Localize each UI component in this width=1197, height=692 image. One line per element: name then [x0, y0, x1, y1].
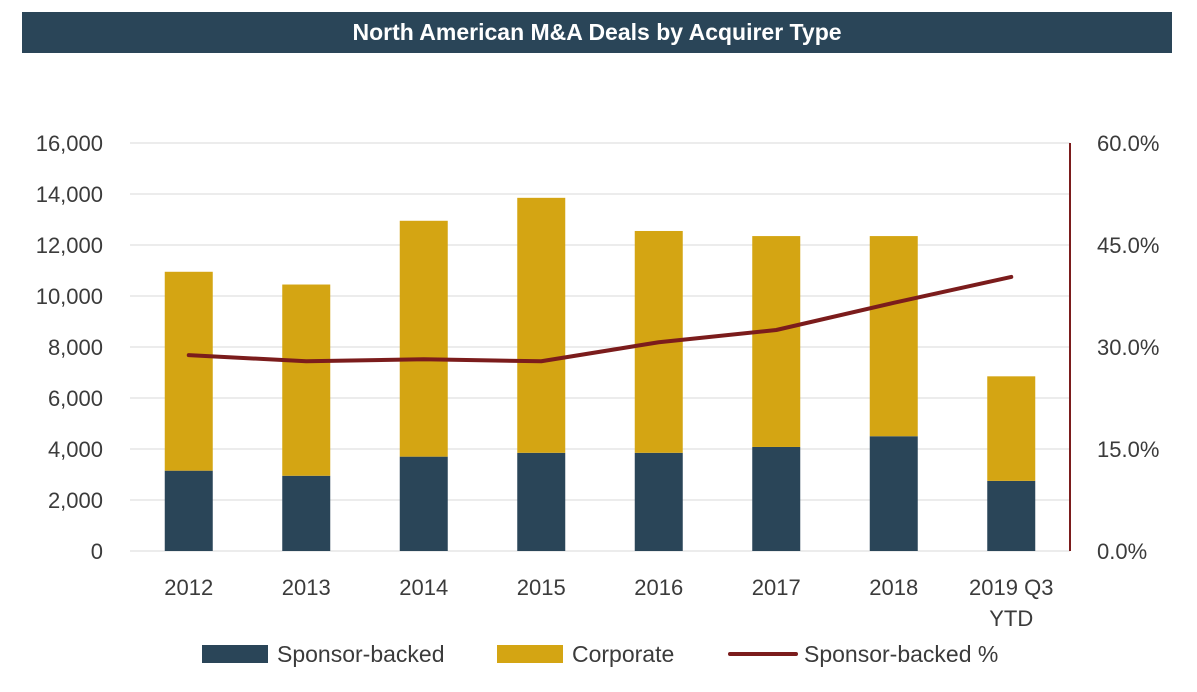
- y-left-tick-label: 16,000: [36, 131, 103, 156]
- x-tick-label: 2014: [399, 575, 448, 600]
- x-tick-label: 2018: [869, 575, 918, 600]
- x-tick-label: YTD: [989, 606, 1033, 631]
- bar-sponsor-backed: [517, 452, 566, 551]
- y-left-tick-label: 2,000: [48, 488, 103, 513]
- y-left-tick-label: 0: [91, 539, 103, 564]
- legend-label: Sponsor-backed: [277, 641, 445, 667]
- bar-sponsor-backed: [869, 436, 918, 551]
- x-tick-label: 2019 Q3: [969, 575, 1053, 600]
- bar-sponsor-backed: [399, 456, 448, 551]
- x-tick-label: 2015: [517, 575, 566, 600]
- chart-title: North American M&A Deals by Acquirer Typ…: [352, 19, 842, 45]
- y-right-tick-label: 45.0%: [1097, 233, 1159, 258]
- legend-label: Sponsor-backed %: [804, 641, 998, 667]
- bar-corporate: [164, 271, 213, 471]
- y-right-tick-label: 0.0%: [1097, 539, 1147, 564]
- y-left-tick-label: 8,000: [48, 335, 103, 360]
- line-sponsor-backed-pct: [186, 274, 1014, 364]
- y-left-tick-label: 10,000: [36, 284, 103, 309]
- bar-sponsor-backed: [282, 475, 331, 551]
- y-right-tick-label: 15.0%: [1097, 437, 1159, 462]
- bar-corporate: [869, 236, 918, 437]
- y-left-tick-label: 6,000: [48, 386, 103, 411]
- y-left-tick-label: 4,000: [48, 437, 103, 462]
- y-left-tick-label: 12,000: [36, 233, 103, 258]
- chart-title-bar: North American M&A Deals by Acquirer Typ…: [22, 12, 1172, 53]
- y-right-tick-label: 30.0%: [1097, 335, 1159, 360]
- bar-corporate: [399, 220, 448, 457]
- bar-corporate: [987, 376, 1036, 481]
- bar-sponsor-backed: [987, 480, 1036, 551]
- x-tick-label: 2016: [634, 575, 683, 600]
- legend-swatch: [202, 645, 268, 663]
- x-tick-label: 2012: [164, 575, 213, 600]
- legend-label: Corporate: [572, 641, 674, 667]
- bar-corporate: [752, 236, 801, 447]
- legend-swatch: [497, 645, 563, 663]
- bar-sponsor-backed: [752, 446, 801, 551]
- bar-sponsor-backed: [164, 470, 213, 551]
- bar-sponsor-backed: [634, 452, 683, 551]
- x-tick-label: 2013: [282, 575, 331, 600]
- y-right-tick-label: 60.0%: [1097, 131, 1159, 156]
- bar-corporate: [517, 197, 566, 453]
- bar-corporate: [282, 284, 331, 476]
- y-left-tick-label: 14,000: [36, 182, 103, 207]
- x-tick-label: 2017: [752, 575, 801, 600]
